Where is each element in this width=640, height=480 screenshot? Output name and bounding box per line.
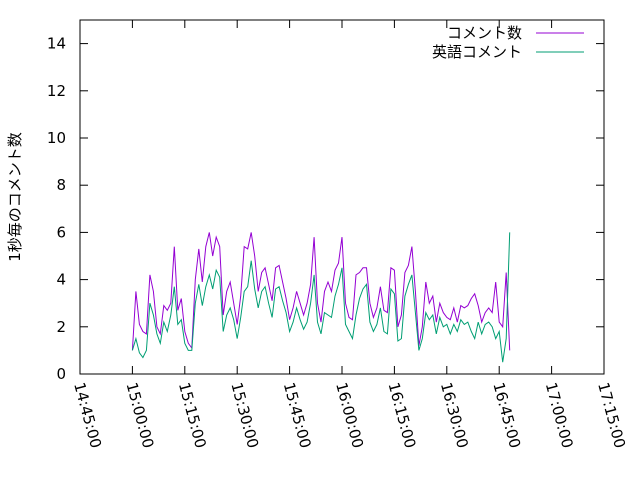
y-axis: 0 2 4 6 8 10 12 14 (47, 35, 604, 383)
series-group (131, 232, 511, 363)
series-line-2 (131, 232, 511, 363)
x-tick-label: 14:45:00 (70, 380, 105, 450)
y-tick-label: 12 (47, 82, 66, 100)
y-tick-label: 2 (56, 318, 66, 336)
y-tick-label: 10 (47, 129, 66, 147)
x-tick-label: 15:30:00 (227, 380, 262, 450)
legend-label-1: コメント数 (447, 24, 522, 42)
x-axis: 14:45:00 15:00:00 15:15:00 15:30:00 15:45:00… (70, 20, 629, 450)
x-tick-label: 17:15:00 (594, 380, 629, 450)
series-line-1 (131, 232, 511, 351)
y-tick-label: 6 (56, 223, 66, 241)
y-tick-label: 8 (56, 176, 66, 194)
y-tick-label: 0 (56, 365, 66, 383)
x-tick-label: 15:15:00 (175, 380, 210, 450)
x-tick-label: 16:30:00 (437, 380, 472, 450)
x-tick-label: 15:00:00 (123, 380, 158, 450)
x-tick-label: 16:00:00 (332, 380, 367, 450)
y-tick-label: 14 (47, 35, 66, 53)
legend-label-2: 英語コメント (432, 43, 522, 61)
y-axis-label: 1秒毎のコメント数 (6, 132, 24, 262)
x-tick-label: 15:45:00 (280, 380, 315, 450)
plot-frame (79, 19, 605, 375)
x-tick-label: 16:15:00 (385, 380, 420, 450)
x-tick-label: 16:45:00 (489, 380, 524, 450)
y-tick-label: 4 (56, 271, 66, 289)
x-tick-label: 17:00:00 (542, 380, 577, 450)
